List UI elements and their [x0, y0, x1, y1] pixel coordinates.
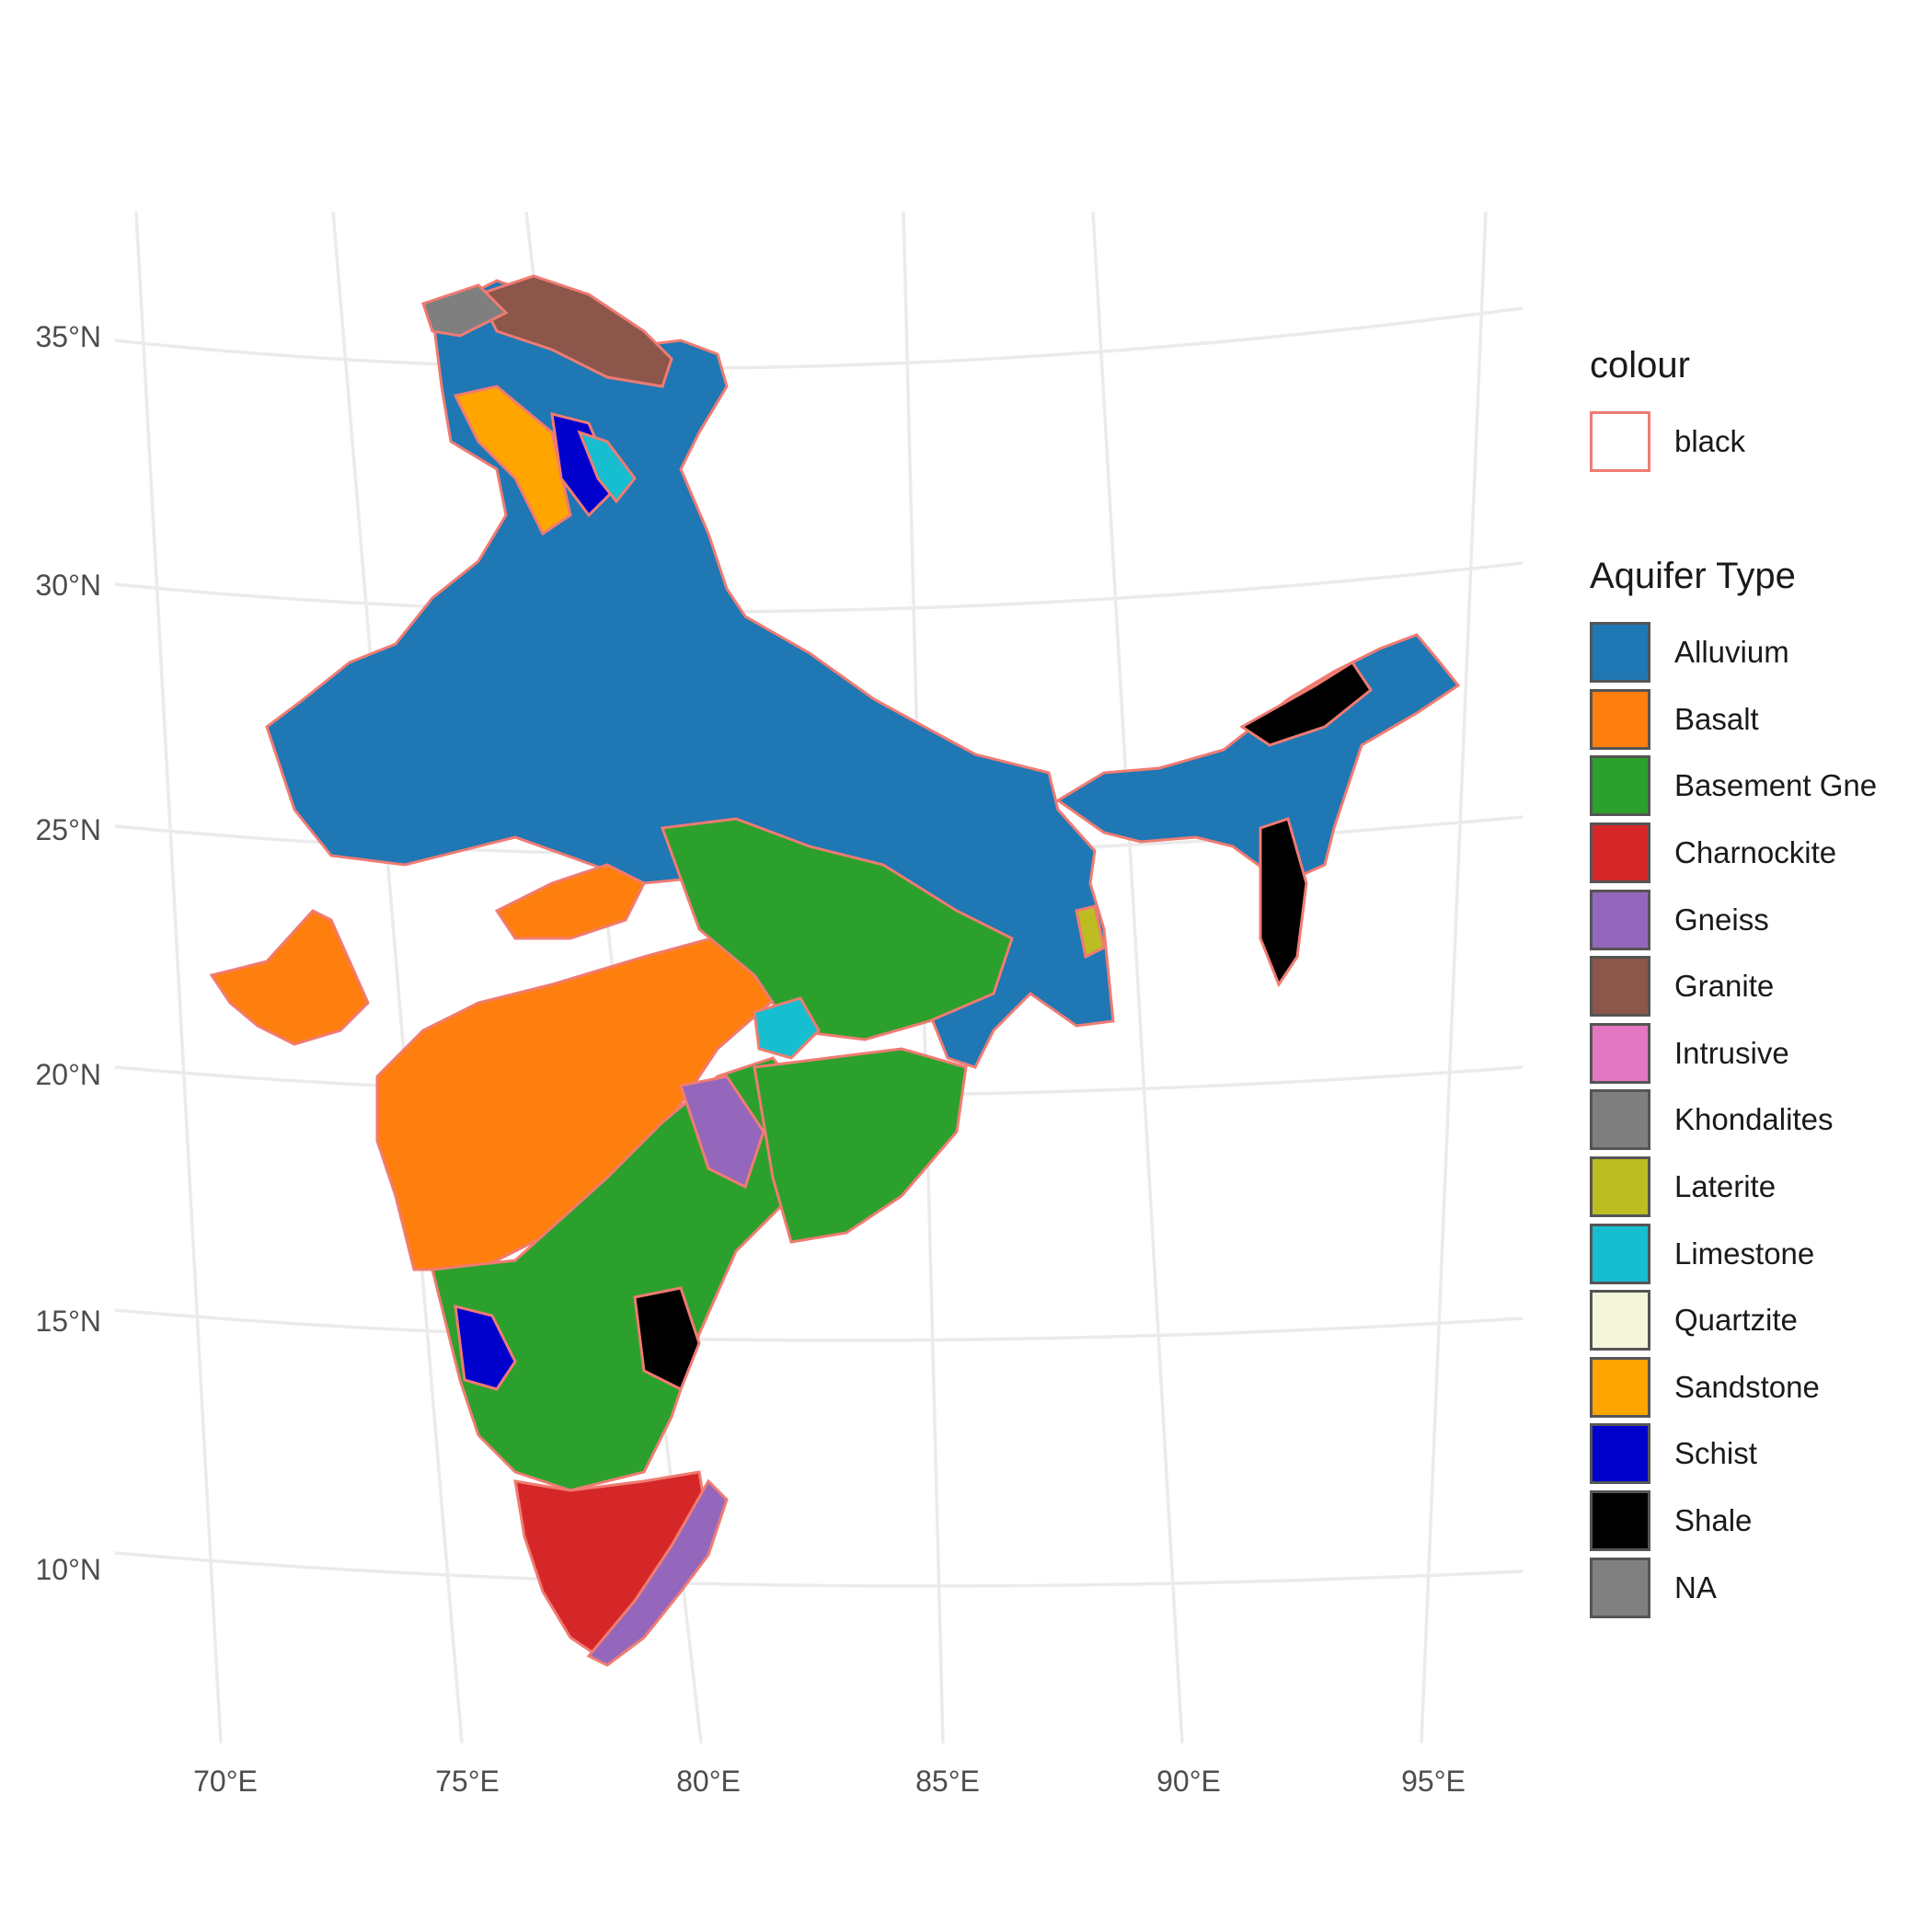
region-schist-north — [550, 412, 618, 518]
region-shale-mizoram — [1259, 817, 1308, 988]
legend-aquifer-swatch — [1590, 1490, 1650, 1552]
legend-aquifer-item: Gneiss — [1590, 886, 1877, 953]
region-basement-gneiss-east — [753, 1047, 968, 1244]
region-khondalites-north — [421, 283, 509, 338]
meridian-90e — [1091, 211, 1184, 1744]
meridian-70e — [134, 211, 223, 1744]
legend-aquifer-label: Charnockite — [1674, 835, 1837, 870]
legend-aquifer-item: Basalt — [1590, 686, 1877, 753]
legend-aquifer-label: Khondalites — [1674, 1102, 1834, 1137]
legend-colour: colour black — [1590, 345, 1745, 476]
region-sandstone-north — [453, 385, 572, 536]
legend-aquifer-label: Limestone — [1674, 1236, 1815, 1271]
lat-label-20n: 20°N — [35, 1058, 102, 1091]
legend-aquifer-label: NA — [1674, 1570, 1717, 1604]
legend-aquifer-item: Basement Gne — [1590, 753, 1877, 820]
region-alluvium — [265, 279, 1115, 1069]
legend-aquifer-swatch — [1590, 1223, 1650, 1284]
parallel-35n — [114, 306, 1524, 371]
legend-aquifer-label: Schist — [1674, 1436, 1757, 1471]
legend-aquifer-swatch — [1590, 1356, 1650, 1418]
meridian-95e — [1420, 211, 1488, 1744]
legend-aquifer-item: NA — [1590, 1554, 1877, 1621]
legend-aquifer-label: Quartzite — [1674, 1303, 1798, 1338]
aquifer-map — [209, 274, 1461, 1667]
legend-aquifer-swatch — [1590, 688, 1650, 750]
legend-aquifer-label: Intrusive — [1674, 1035, 1789, 1070]
legend-colour-label: black — [1674, 424, 1746, 459]
legend-aquifer-swatch — [1590, 889, 1650, 950]
legend-aquifer-item: Laterite — [1590, 1154, 1877, 1221]
legend-aquifer-swatch — [1590, 1557, 1650, 1618]
region-shale-south — [633, 1286, 701, 1392]
region-schist-south — [454, 1305, 517, 1391]
region-granite-north — [476, 274, 673, 388]
legend-aquifer-item: Shale — [1590, 1488, 1877, 1555]
legend-aquifer-label: Granite — [1674, 969, 1775, 1004]
legend-aquifer-swatch — [1590, 1089, 1650, 1151]
legend-aquifer-item: Granite — [1590, 953, 1877, 1020]
parallel-10n — [114, 1551, 1524, 1588]
legend-aquifer-item: Alluvium — [1590, 619, 1877, 686]
region-gneiss — [586, 1478, 729, 1667]
legend-aquifer-swatch — [1590, 956, 1650, 1018]
lat-label-35n: 35°N — [35, 320, 102, 353]
legend-aquifer: Aquifer Type Alluvium Basalt Basement Gne C… — [1590, 556, 1877, 1621]
legend-aquifer-label: Gneiss — [1674, 902, 1769, 937]
region-limestone-north — [577, 430, 637, 504]
lon-label-75e: 75°E — [435, 1765, 500, 1798]
legend-aquifer-swatch — [1590, 755, 1650, 817]
legend-aquifer-title: Aquifer Type — [1590, 556, 1796, 596]
lat-label-15n: 15°N — [35, 1305, 102, 1338]
region-basalt-gujarat — [209, 909, 370, 1046]
region-basalt-rajasthan — [494, 863, 647, 940]
region-basement-gneiss-central — [660, 817, 1014, 1041]
lat-label-30n: 30°N — [35, 569, 102, 602]
meridian-75e — [331, 211, 464, 1744]
legend-aquifer-label: Sandstone — [1674, 1369, 1820, 1404]
legend-colour-title: colour — [1590, 345, 1690, 385]
legend-aquifer-swatch — [1590, 1022, 1650, 1084]
legend-aquifer-item: Schist — [1590, 1420, 1877, 1488]
legend-aquifer-swatch — [1590, 622, 1650, 684]
legend-aquifer-item: Charnockite — [1590, 820, 1877, 887]
legend-aquifer-label: Basement Gne — [1674, 768, 1878, 803]
legend-colour-item: black — [1590, 408, 1745, 476]
legend-aquifer-item: Intrusive — [1590, 1020, 1877, 1087]
lat-label-25n: 25°N — [35, 813, 102, 846]
legend-aquifer-swatch — [1590, 1290, 1650, 1351]
legend-aquifer-items: Alluvium Basalt Basement Gne Charnockite Gne… — [1590, 619, 1877, 1621]
lon-label-90e: 90°E — [1156, 1765, 1221, 1798]
lon-label-95e: 95°E — [1401, 1765, 1466, 1798]
region-shale-northeast — [1239, 660, 1374, 747]
region-laterite — [1075, 904, 1106, 960]
legend-aquifer-label: Laterite — [1674, 1169, 1777, 1204]
legend-aquifer-label: Basalt — [1674, 701, 1759, 736]
parallel-15n — [114, 1308, 1524, 1342]
legend-aquifer-item: Sandstone — [1590, 1354, 1877, 1421]
legend-aquifer-item: Quartzite — [1590, 1287, 1877, 1354]
legend-aquifer-swatch — [1590, 1156, 1650, 1218]
lat-label-10n: 10°N — [35, 1553, 102, 1586]
legend-aquifer-label: Shale — [1674, 1503, 1753, 1538]
legend-aquifer-item: Limestone — [1590, 1220, 1877, 1287]
legend-aquifer-swatch — [1590, 1423, 1650, 1485]
legend-colour-swatch — [1590, 411, 1650, 473]
legend-aquifer-item: Khondalites — [1590, 1087, 1877, 1154]
lon-label-80e: 80°E — [676, 1765, 741, 1798]
legend-aquifer-label: Alluvium — [1674, 635, 1789, 670]
region-limestone-central — [753, 996, 821, 1060]
region-gneiss-central — [679, 1075, 765, 1190]
parallel-30n — [114, 561, 1524, 614]
legend-aquifer-swatch — [1590, 822, 1650, 884]
lon-label-85e: 85°E — [915, 1765, 980, 1798]
lon-label-70e: 70°E — [193, 1765, 258, 1798]
